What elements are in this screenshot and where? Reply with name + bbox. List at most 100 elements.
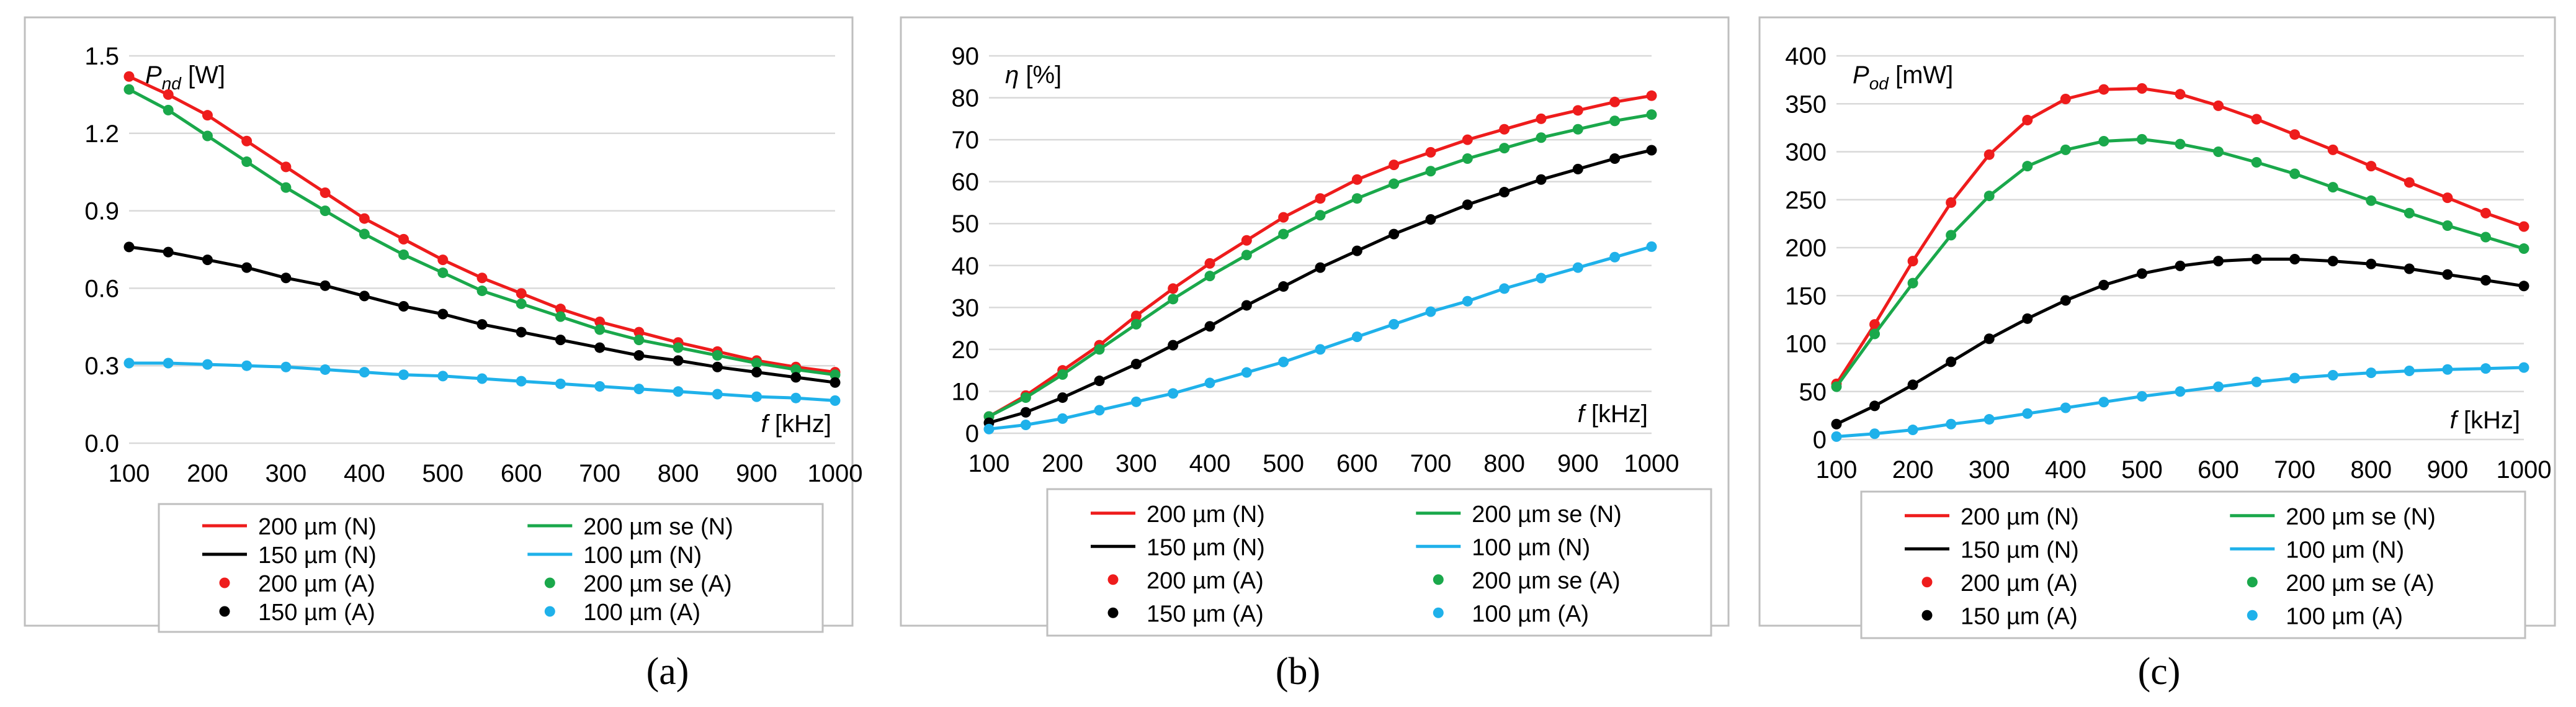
data-point [1983, 333, 1995, 344]
x-tick-label: 200 [1892, 456, 1934, 484]
data-point [1572, 163, 1583, 174]
data-point [398, 233, 409, 245]
data-point [2213, 146, 2224, 157]
data-point [1241, 300, 1252, 311]
data-point [398, 249, 409, 260]
y-tick-label: 0.9 [84, 198, 119, 225]
legend-dot-marker [1433, 607, 1444, 618]
data-point [2022, 161, 2033, 172]
data-point [2366, 195, 2377, 206]
data-point [2251, 156, 2262, 168]
chart-panel-3: 0 50 100 150 200 250 300 350 400 100 200 300 400 500 6… [1758, 16, 2556, 639]
data-point [1869, 428, 1881, 439]
data-point [1020, 407, 1031, 418]
data-point [2480, 275, 2491, 286]
data-point [1946, 197, 1957, 208]
x-tick-label: 100 [109, 460, 150, 487]
legend-dot-marker [544, 606, 555, 617]
data-point [594, 342, 606, 353]
legend-entry-label: 200 µm (N) [258, 514, 377, 540]
data-point [2518, 221, 2529, 232]
data-point [1572, 124, 1583, 135]
data-point [712, 350, 723, 361]
data-point [2136, 390, 2147, 402]
data-point [2480, 363, 2491, 374]
data-point [280, 182, 292, 193]
legend-entry-label: 150 µm (A) [258, 600, 375, 626]
x-tick-label: 700 [579, 460, 620, 487]
data-point [437, 254, 449, 266]
data-point [1241, 235, 1252, 246]
x-tick-label: 300 [1969, 456, 2010, 484]
data-point [2175, 138, 2186, 150]
y-tick-label: 50 [952, 210, 980, 238]
data-point [673, 386, 684, 397]
data-point [1499, 283, 1510, 294]
data-point [1020, 392, 1031, 403]
data-point [2060, 144, 2071, 155]
data-point [123, 84, 135, 95]
data-point [1204, 321, 1215, 332]
y-tick-label: 250 [1785, 187, 1827, 214]
data-point [1278, 228, 1289, 240]
data-point [1946, 418, 1957, 430]
legend-dot-marker [1107, 574, 1119, 585]
y-tick-label: 70 [952, 127, 980, 154]
data-point [712, 389, 723, 400]
data-point [2060, 295, 2071, 306]
data-point [1536, 272, 1547, 284]
data-point [516, 298, 527, 309]
data-point [398, 301, 409, 312]
data-point [1609, 251, 1621, 263]
data-point [2442, 364, 2453, 375]
data-point [2136, 83, 2147, 94]
data-point [1351, 193, 1362, 204]
y-axis-unit: [W] [181, 61, 225, 89]
data-point [1168, 340, 1179, 351]
data-point [1536, 174, 1547, 185]
data-point [241, 262, 253, 273]
data-point [1462, 199, 1473, 210]
data-point [163, 358, 174, 369]
data-point [2175, 89, 2186, 100]
x-tick-label: 300 [266, 460, 307, 487]
data-point [516, 326, 527, 338]
data-point [2442, 192, 2453, 204]
legend-dot-marker [2247, 577, 2258, 588]
data-point [241, 135, 253, 146]
legend-dot-marker [1433, 574, 1444, 585]
data-point [1057, 369, 1068, 380]
legend-entry-label: 150 µm (A) [1147, 601, 1264, 627]
data-point [398, 369, 409, 381]
x-axis-label: f [kHz] [2450, 407, 2520, 434]
data-point [241, 360, 253, 371]
data-point [123, 71, 135, 82]
data-point [1572, 105, 1583, 116]
data-point [1425, 214, 1436, 225]
data-point [983, 423, 995, 435]
data-point [830, 369, 841, 381]
data-point [2136, 133, 2147, 145]
data-point [1609, 153, 1621, 164]
data-point [1907, 256, 1918, 267]
y-tick-label: 1.5 [84, 43, 119, 70]
data-point [2518, 362, 2529, 373]
data-point [163, 89, 174, 100]
data-point [202, 359, 213, 370]
data-point [359, 228, 370, 240]
data-point [2404, 366, 2415, 377]
data-point [1278, 212, 1289, 223]
data-point [1946, 356, 1957, 367]
data-point [1983, 149, 1995, 160]
data-point [1462, 295, 1473, 307]
y-tick-label: 150 [1785, 282, 1827, 310]
data-point [202, 254, 213, 266]
legend-entry-label: 150 µm (N) [258, 543, 377, 569]
data-point [2022, 313, 2033, 324]
data-point [123, 358, 135, 369]
legend-entry-label: 100 µm (A) [583, 600, 700, 626]
data-point [1389, 318, 1400, 330]
data-point [476, 286, 488, 297]
legend-entry-label: 150 µm (N) [1961, 537, 2079, 563]
data-point [555, 311, 566, 322]
